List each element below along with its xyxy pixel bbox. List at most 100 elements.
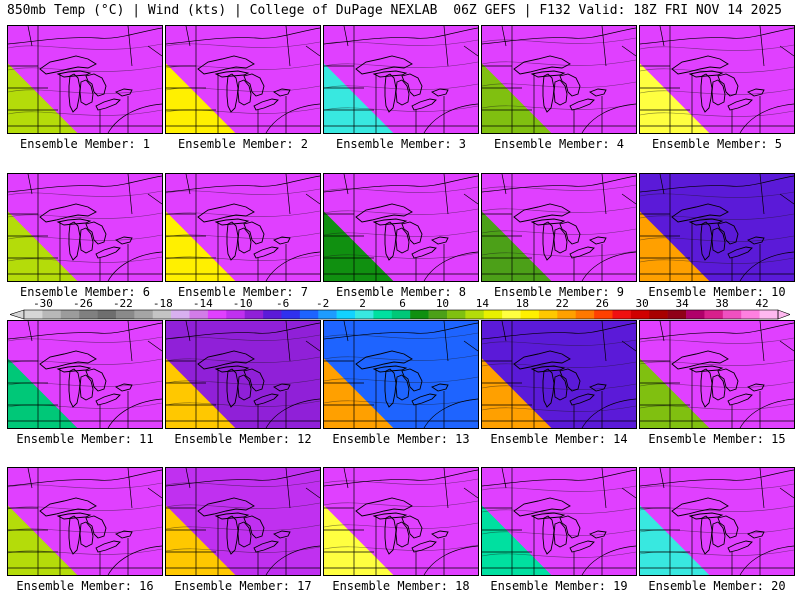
great-lakes-outline: [727, 540, 753, 553]
state-border: [166, 469, 320, 487]
state-border: [640, 27, 794, 45]
great-lakes-outline: [115, 236, 133, 245]
wind-contour: [166, 502, 320, 509]
great-lakes-outline: [711, 374, 726, 401]
state-border: [166, 213, 320, 275]
state-border: [669, 468, 761, 575]
colorbar-tick-label: 42: [755, 297, 768, 310]
colorbar-tick-label: 10: [436, 297, 449, 310]
wind-contour: [640, 337, 794, 344]
colorbar-swatch: [483, 310, 503, 319]
ensemble-member-label: Ensemble Member: 14: [490, 432, 628, 446]
wind-contour: [482, 59, 636, 66]
colorbar-max-arrow: [777, 309, 790, 320]
wind-contour: [482, 81, 636, 88]
great-lakes-outline: [214, 512, 250, 520]
colorbar-swatch: [741, 310, 760, 319]
great-lakes-outline: [237, 79, 252, 106]
great-lakes-outline: [39, 55, 97, 75]
great-lakes-outline: [569, 246, 595, 259]
great-lakes-outline: [431, 383, 449, 392]
state-border: [482, 65, 636, 127]
wind-contour: [324, 522, 478, 529]
great-lakes-outline: [559, 368, 581, 392]
wind-contour: [482, 551, 636, 558]
ensemble-panel: Ensemble Member: 16: [7, 467, 163, 593]
state-border: [27, 26, 162, 67]
wind-contour: [482, 228, 636, 235]
wind-contour: [8, 190, 162, 197]
state-border: [739, 545, 794, 575]
colorbar-swatch: [502, 310, 521, 319]
great-lakes-outline: [589, 383, 607, 392]
ensemble-member-label: Ensemble Member: 6: [19, 285, 151, 299]
state-border: [511, 26, 603, 133]
state-border: [423, 251, 478, 281]
header-title: 850mb Temp (°C) | Wind (kts) | College o…: [7, 3, 438, 18]
great-lakes-outline: [569, 540, 595, 553]
ensemble-panel: Ensemble Member: 3: [323, 25, 479, 151]
ensemble-panel: Ensemble Member: 9: [481, 173, 637, 299]
state-border: [107, 103, 162, 133]
colorbar-min-arrow: [10, 309, 25, 320]
wind-contour: [166, 546, 320, 553]
colorbar-swatch: [594, 310, 613, 319]
wind-contour: [640, 403, 794, 410]
ensemble-map: [323, 467, 479, 576]
great-lakes-outline: [542, 221, 555, 261]
great-lakes-outline: [700, 221, 713, 261]
state-border: [37, 26, 129, 133]
great-lakes-outline: [197, 203, 255, 223]
wind-contour: [324, 332, 478, 339]
great-lakes-outline: [85, 221, 107, 245]
great-lakes-outline: [395, 521, 410, 548]
great-lakes-outline: [700, 368, 713, 408]
wind-contour: [166, 41, 320, 48]
state-border: [265, 103, 320, 133]
colorbar-swatch: [759, 310, 779, 319]
wind-contour: [166, 210, 320, 217]
wind-contour: [640, 235, 794, 242]
state-border: [166, 507, 320, 569]
great-lakes-outline: [355, 350, 413, 370]
great-lakes-outline: [237, 521, 252, 548]
great-lakes-outline: [431, 530, 449, 539]
great-lakes-outline: [700, 73, 713, 113]
great-lakes-outline: [747, 236, 765, 245]
wind-contour: [324, 61, 478, 68]
ensemble-panel: Ensemble Member: 1: [7, 25, 163, 151]
state-border: [739, 398, 794, 428]
ensemble-member-label: Ensemble Member: 8: [335, 285, 467, 299]
ensemble-member-label: Ensemble Member: 7: [177, 285, 309, 299]
ensemble-panel: Ensemble Member: 8: [323, 173, 479, 299]
great-lakes-outline: [79, 227, 94, 254]
great-lakes-outline: [79, 79, 94, 106]
wind-contour: [482, 184, 636, 191]
wind-contour: [324, 230, 478, 237]
great-lakes-outline: [273, 236, 291, 245]
great-lakes-outline: [401, 73, 423, 97]
great-lakes-outline: [717, 73, 739, 97]
colorbar-swatch: [520, 310, 540, 319]
wind-contour: [324, 398, 478, 405]
state-border: [27, 321, 162, 362]
wind-contour: [324, 354, 478, 361]
ensemble-member-label: Ensemble Member: 10: [648, 285, 786, 299]
state-border: [166, 360, 320, 422]
colorbar-swatch: [60, 310, 80, 319]
state-border: [581, 251, 636, 281]
great-lakes-outline: [411, 540, 437, 553]
state-border: [324, 507, 478, 569]
wind-contour: [8, 65, 162, 72]
colorbar-outline: [23, 309, 779, 320]
ensemble-map: [323, 320, 479, 429]
ensemble-panel: Ensemble Member: 15: [639, 320, 795, 446]
state-border: [501, 174, 636, 215]
great-lakes-outline: [273, 530, 291, 539]
wind-contour: [166, 356, 320, 363]
wind-contour: [482, 206, 636, 213]
wind-contour: [166, 188, 320, 195]
colorbar-tick-label: -26: [73, 297, 93, 310]
wind-contour: [324, 208, 478, 215]
wind-contour: [482, 383, 636, 390]
